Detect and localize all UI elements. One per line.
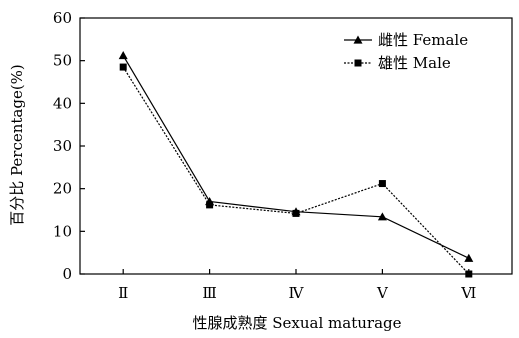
data-point-square xyxy=(292,209,300,217)
y-tick-label: 10 xyxy=(53,222,72,240)
x-tick-label: Ⅳ xyxy=(289,284,305,302)
x-axis-label: 性腺成熟度 Sexual maturage xyxy=(193,314,402,332)
data-point-square xyxy=(206,201,214,209)
y-axis-label: 百分比 Percentage(%) xyxy=(8,64,26,226)
series-line xyxy=(122,55,470,259)
x-tick-label: Ⅴ xyxy=(376,284,389,302)
legend-item: 雄性 Male xyxy=(344,54,451,72)
data-point-square xyxy=(378,180,386,188)
data-point-square xyxy=(354,59,362,67)
y-tick-label: 0 xyxy=(62,265,72,283)
y-tick-label: 20 xyxy=(53,180,72,198)
data-point-square xyxy=(119,63,127,71)
series-layer xyxy=(118,51,474,278)
data-point-triangle xyxy=(118,51,128,60)
x-tick-label: Ⅱ xyxy=(118,284,128,302)
x-tick-label: Ⅵ xyxy=(460,284,476,302)
series-line xyxy=(122,66,470,275)
series-0 xyxy=(118,51,474,262)
legend-item: 雌性 Female xyxy=(344,31,468,49)
y-ticks: 0 10 20 30 40 50 60 xyxy=(53,9,85,283)
y-tick-label: 50 xyxy=(53,52,72,70)
data-point-triangle xyxy=(464,253,474,262)
data-point-triangle xyxy=(353,35,363,44)
legend-label: 雄性 Male xyxy=(378,54,451,72)
legend: 雌性 Female 雄性 Male xyxy=(344,31,468,72)
legend-label: 雌性 Female xyxy=(378,31,468,49)
y-tick-label: 30 xyxy=(53,137,72,155)
series-1 xyxy=(119,63,473,278)
data-point-triangle xyxy=(377,212,387,221)
data-point-square xyxy=(465,270,473,278)
x-tick-label: Ⅲ xyxy=(202,284,216,302)
y-tick-label: 40 xyxy=(53,94,72,112)
y-tick-label: 60 xyxy=(53,9,72,27)
x-ticks: Ⅱ Ⅲ Ⅳ Ⅴ Ⅵ xyxy=(118,269,476,302)
